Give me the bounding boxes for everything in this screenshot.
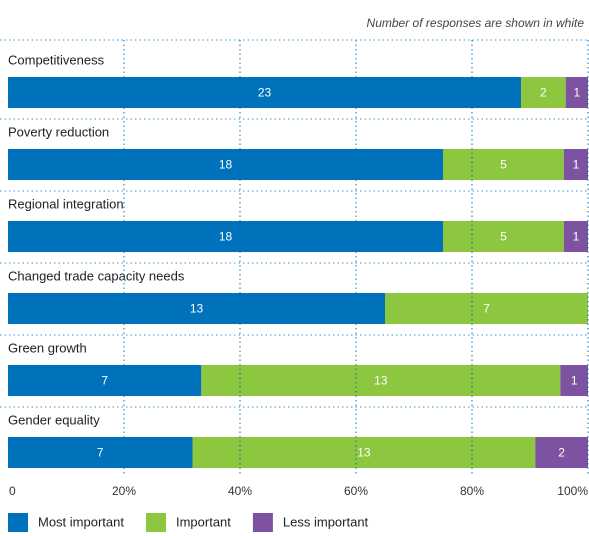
bar-segment	[565, 77, 588, 108]
bar-segment	[443, 221, 564, 252]
row-label: Regional integration	[8, 196, 124, 211]
chart-subtitle: Number of responses are shown in white	[367, 16, 585, 30]
row-label: Gender equality	[8, 412, 100, 427]
bar-segment	[8, 437, 193, 468]
row-label: Competitiveness	[8, 52, 105, 67]
bar-segment	[521, 77, 566, 108]
segment-label: 1	[571, 374, 578, 388]
x-tick-label: 40%	[228, 484, 252, 498]
segment-label: 18	[219, 230, 233, 244]
segment-label: 2	[558, 446, 565, 460]
segment-label: 7	[101, 374, 108, 388]
segment-label: 13	[374, 374, 388, 388]
segment-label: 1	[573, 158, 580, 172]
bar-segment	[8, 293, 385, 324]
segment-label: 1	[573, 230, 580, 244]
bar-segment	[563, 221, 588, 252]
segment-label: 13	[357, 446, 371, 460]
legend-label: Important	[176, 514, 231, 529]
segment-label: 7	[97, 446, 104, 460]
bar-segment	[443, 149, 564, 180]
legend-label: Less important	[283, 514, 369, 529]
bar-segment	[385, 293, 588, 324]
segment-label: 5	[500, 230, 507, 244]
x-tick-label: 0	[9, 484, 16, 498]
row-label: Changed trade capacity needs	[8, 268, 185, 283]
x-tick-label: 20%	[112, 484, 136, 498]
x-tick-label: 100%	[557, 484, 588, 498]
x-tick-label: 80%	[460, 484, 484, 498]
bar-segment	[8, 221, 443, 252]
row-label: Green growth	[8, 340, 87, 355]
bar-segment	[201, 365, 561, 396]
legend-swatch	[145, 513, 166, 532]
bar-segment	[192, 437, 536, 468]
row-label: Poverty reduction	[8, 124, 109, 139]
legend-swatch	[8, 513, 28, 532]
bar-segment	[8, 365, 202, 396]
bar-segment	[8, 77, 522, 108]
segment-label: 1	[574, 86, 581, 100]
segment-label: 2	[540, 86, 547, 100]
segment-label: 18	[219, 158, 233, 172]
bar-segment	[535, 437, 588, 468]
legend-label: Most important	[38, 514, 124, 529]
x-tick-label: 60%	[344, 484, 368, 498]
legend-swatch	[252, 513, 273, 532]
bar-segment	[8, 149, 443, 180]
bar-segment	[563, 149, 588, 180]
segment-label: 13	[190, 302, 204, 316]
segment-label: 5	[500, 158, 507, 172]
segment-label: 7	[483, 302, 490, 316]
segment-label: 23	[258, 86, 272, 100]
bar-segment	[560, 365, 588, 396]
